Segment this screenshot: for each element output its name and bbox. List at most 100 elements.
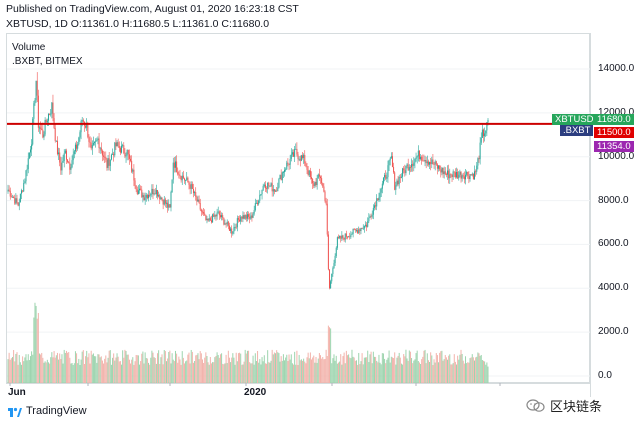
candle-body xyxy=(122,145,124,147)
volume-bar xyxy=(123,357,125,383)
candle-body xyxy=(13,196,15,199)
y-tick-label: 2000.0 xyxy=(598,326,629,338)
candle-body xyxy=(476,165,478,172)
volume-bar xyxy=(293,364,295,383)
candle-body xyxy=(250,215,252,219)
volume-bar xyxy=(10,358,12,383)
legend-volume[interactable]: Volume xyxy=(12,42,46,53)
candle-body xyxy=(31,144,33,150)
volume-bar xyxy=(336,363,338,383)
legend-bxbt[interactable]: .BXBT, BITMEX xyxy=(12,56,83,67)
candle-body xyxy=(116,142,118,147)
candle-body xyxy=(27,158,29,170)
candle-body xyxy=(158,195,160,197)
volume-bar xyxy=(477,352,479,383)
candle-body xyxy=(110,154,112,160)
y-tick-label: 12000.0 xyxy=(598,106,635,118)
volume-bar xyxy=(333,354,335,383)
volume-bar xyxy=(166,361,168,383)
volume-bar xyxy=(386,359,388,383)
candle-body xyxy=(325,200,327,204)
volume-bar xyxy=(226,363,228,383)
candle-body xyxy=(472,173,474,180)
tradingview-brand[interactable]: TradingView xyxy=(8,405,87,417)
volume-bar xyxy=(216,352,218,383)
candle-body xyxy=(456,171,458,178)
volume-bar xyxy=(201,359,203,383)
candle-body xyxy=(442,167,444,175)
volume-bar xyxy=(46,359,48,383)
volume-bar xyxy=(153,357,155,383)
candle-body xyxy=(33,103,35,119)
candle-body xyxy=(136,189,138,195)
volume-bar xyxy=(344,363,346,383)
candle-body xyxy=(487,119,489,123)
volume-bar xyxy=(469,358,471,383)
candle-body xyxy=(314,181,316,187)
candle-body xyxy=(340,236,342,239)
volume-bar xyxy=(379,362,381,383)
candle-body xyxy=(67,159,69,162)
candle-body xyxy=(331,273,333,282)
volume-bar xyxy=(63,349,65,383)
candle-body xyxy=(432,159,434,165)
candle-body xyxy=(174,161,176,168)
volume-bar xyxy=(64,352,66,383)
candle-body xyxy=(81,120,83,122)
candle-body xyxy=(337,237,339,238)
volume-bar xyxy=(122,350,124,383)
volume-bar xyxy=(424,349,426,383)
candle-body xyxy=(38,127,40,129)
volume-bar xyxy=(426,353,428,383)
volume-bar xyxy=(399,357,401,383)
volume-bar xyxy=(376,360,378,383)
volume-bar xyxy=(467,362,469,383)
candle-body xyxy=(159,195,161,200)
volume-bar xyxy=(400,363,402,383)
volume-bar xyxy=(135,354,137,383)
volume-bar xyxy=(378,354,380,383)
candle-body xyxy=(465,174,467,180)
candle-body xyxy=(194,192,196,194)
candle-body xyxy=(228,225,230,231)
candle-body xyxy=(259,194,261,201)
volume-bar xyxy=(304,361,306,383)
candle-body xyxy=(480,137,482,143)
candle-body xyxy=(198,199,200,203)
volume-bar xyxy=(476,356,478,383)
volume-bar xyxy=(487,366,489,383)
candle-body xyxy=(171,179,173,192)
candle-body xyxy=(288,163,290,165)
candle-body xyxy=(210,220,212,223)
candle-body xyxy=(478,158,480,160)
volume-bar xyxy=(124,349,126,383)
volume-bar xyxy=(449,354,451,383)
volume-bar xyxy=(395,364,397,383)
volume-bar xyxy=(346,355,348,383)
candle-body xyxy=(333,263,335,269)
volume-bar xyxy=(146,358,148,383)
candle-body xyxy=(284,169,286,173)
volume-bar xyxy=(50,357,52,383)
candle-body xyxy=(415,157,417,159)
candle-body xyxy=(429,162,431,165)
volume-bar xyxy=(406,358,408,383)
candle-body xyxy=(355,230,357,231)
candle-body xyxy=(34,100,36,104)
candle-body xyxy=(200,209,202,212)
candle-body xyxy=(281,172,283,181)
volume-bar xyxy=(472,357,474,383)
volume-bar xyxy=(44,361,46,383)
volume-bar xyxy=(128,359,130,383)
volume-bar xyxy=(121,364,123,383)
volume-bar xyxy=(436,355,438,383)
candle-body xyxy=(303,154,305,158)
volume-bar xyxy=(323,359,325,383)
volume-bar xyxy=(152,352,154,383)
volume-bar xyxy=(273,352,275,383)
volume-bar xyxy=(331,363,333,383)
volume-bar xyxy=(258,362,260,383)
candle-body xyxy=(448,170,450,179)
volume-bar xyxy=(117,356,119,383)
volume-bar xyxy=(263,355,265,383)
